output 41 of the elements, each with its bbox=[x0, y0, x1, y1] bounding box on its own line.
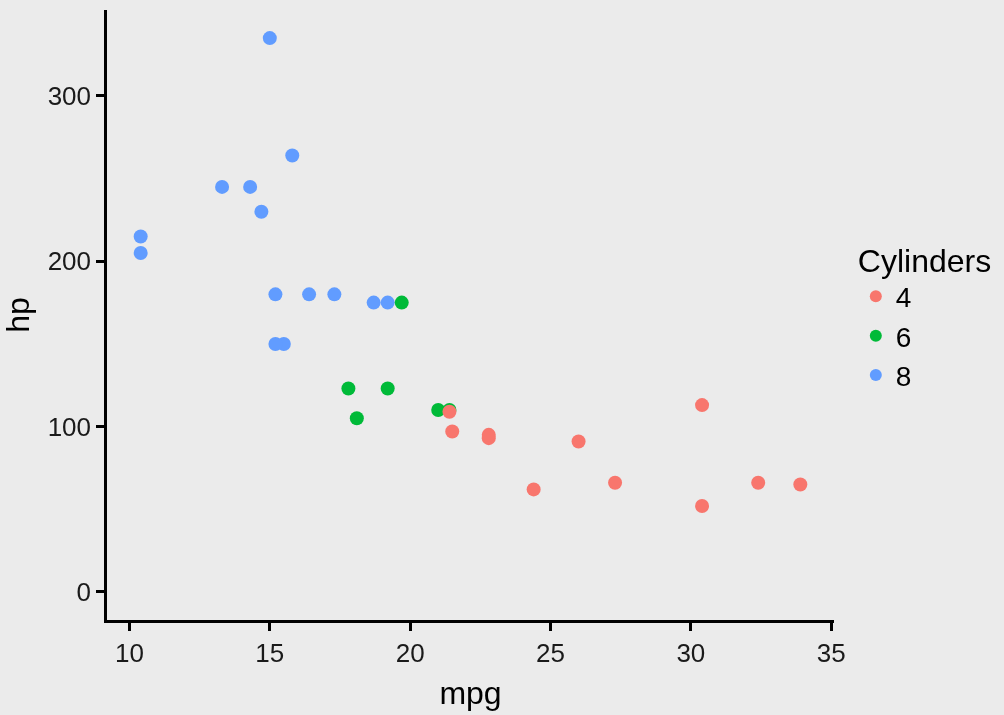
point bbox=[751, 475, 766, 490]
x-tick-label: 10 bbox=[115, 637, 144, 668]
legend-label: 6 bbox=[895, 321, 912, 353]
point bbox=[133, 229, 148, 244]
point bbox=[695, 498, 710, 513]
point bbox=[526, 482, 541, 497]
y-tick-label: 200 bbox=[47, 246, 92, 277]
point bbox=[327, 287, 342, 302]
point bbox=[571, 434, 586, 449]
x-tick-label: 15 bbox=[255, 637, 285, 668]
point bbox=[254, 204, 269, 219]
point bbox=[349, 411, 364, 426]
x-tick-label: 35 bbox=[816, 637, 846, 668]
point bbox=[380, 381, 395, 396]
point bbox=[302, 287, 317, 302]
legend-label: 8 bbox=[895, 361, 912, 393]
point bbox=[262, 31, 277, 46]
point bbox=[133, 246, 148, 260]
y-tick-label: 0 bbox=[76, 577, 92, 607]
point bbox=[380, 295, 395, 310]
x-axis-title: mpg bbox=[439, 674, 502, 711]
y-tick-label: 300 bbox=[47, 81, 92, 112]
point bbox=[243, 179, 258, 194]
point bbox=[793, 477, 808, 492]
legend-label: 4 bbox=[895, 282, 912, 314]
point bbox=[215, 179, 230, 194]
x-tick-label: 20 bbox=[395, 637, 425, 668]
point bbox=[608, 475, 623, 490]
point bbox=[394, 295, 409, 310]
x-tick-label: 25 bbox=[536, 637, 565, 668]
y-tick-label: 100 bbox=[47, 411, 92, 442]
point bbox=[445, 424, 460, 439]
x-tick-label: 30 bbox=[676, 637, 706, 668]
point bbox=[431, 403, 446, 418]
legend-title: Cylinders bbox=[857, 242, 992, 279]
y-axis-title: hp bbox=[0, 297, 36, 333]
point bbox=[285, 148, 300, 163]
point bbox=[341, 381, 356, 396]
point bbox=[695, 398, 710, 413]
point bbox=[268, 287, 283, 302]
point bbox=[366, 295, 381, 310]
